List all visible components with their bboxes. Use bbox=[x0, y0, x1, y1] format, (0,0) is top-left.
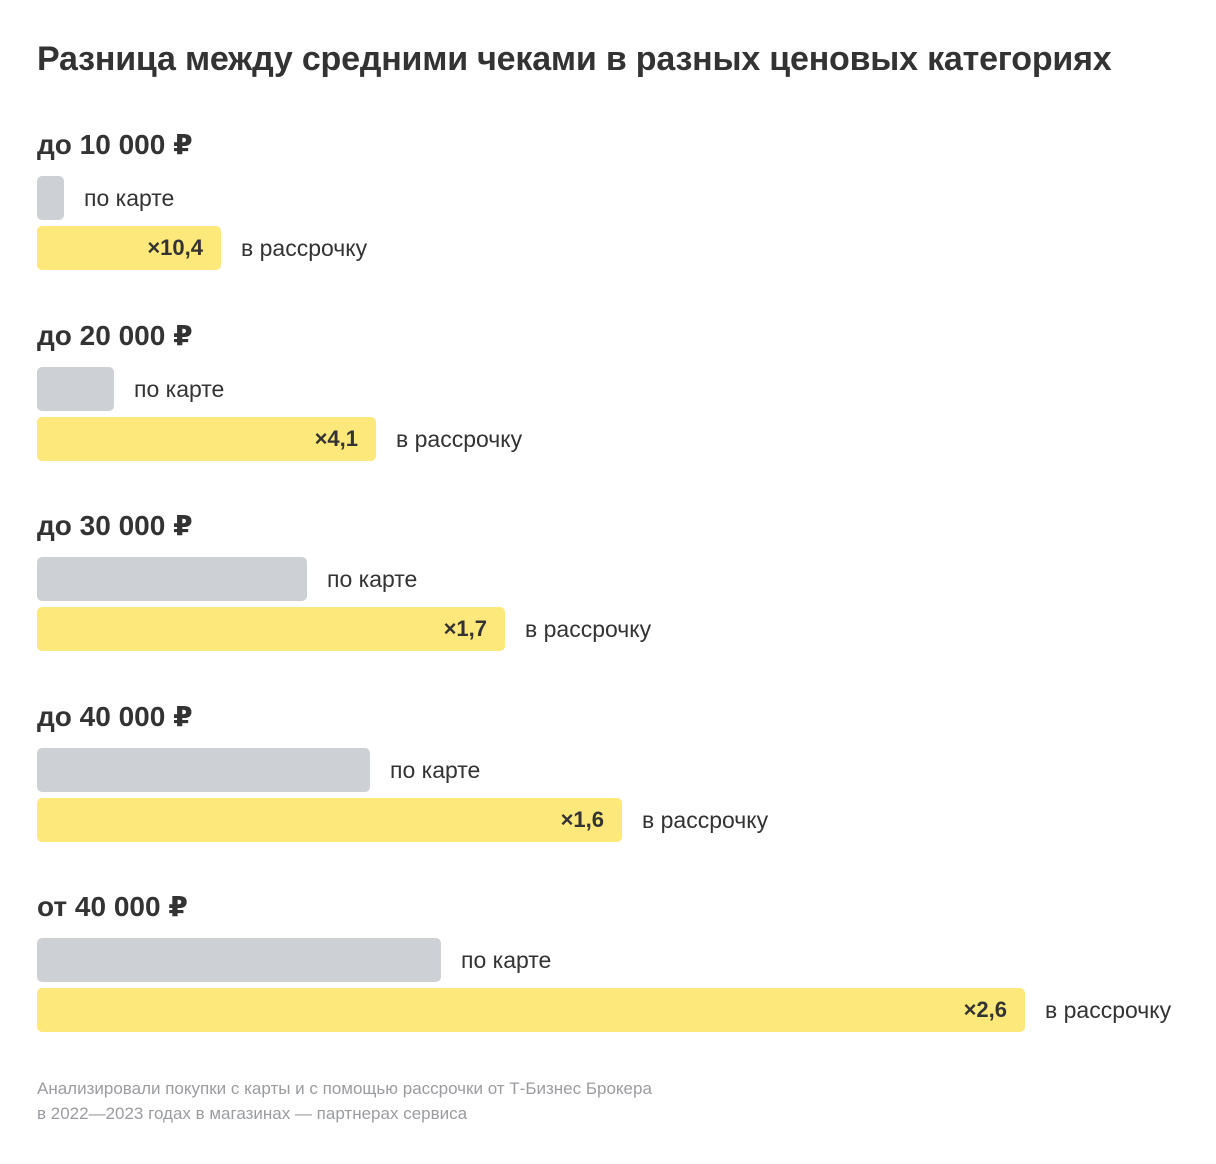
series-label-installment: в рассрочку bbox=[642, 806, 769, 833]
chart-title: Разница между средними чеками в разных ц… bbox=[37, 40, 1112, 78]
bar-installment: ×10,4 bbox=[37, 226, 221, 270]
series-label-card: по карте bbox=[461, 947, 552, 973]
bar-installment: ×1,6 bbox=[37, 797, 622, 842]
series-label-installment: в рассрочку bbox=[525, 616, 652, 642]
category-label: до 40 000 ₽ bbox=[37, 700, 193, 732]
footnote: Анализировали покупки с карты и с помощь… bbox=[37, 1076, 652, 1126]
series-label-card: по карте bbox=[327, 566, 418, 592]
bar-card bbox=[37, 938, 441, 982]
category-label: от 40 000 ₽ bbox=[37, 891, 188, 922]
series-label-installment: в рассрочку bbox=[241, 235, 368, 261]
footnote-line-2: в 2022—2023 годах в магазинах — партнера… bbox=[37, 1104, 468, 1123]
series-label-installment: в рассрочку bbox=[396, 425, 523, 452]
multiplier-label: ×10,4 bbox=[147, 235, 203, 260]
category-group: до 30 000 ₽ по карте ×1,7 в рассрочку bbox=[0, 509, 1216, 699]
footnote-line-1: Анализировали покупки с карты и с помощь… bbox=[37, 1079, 652, 1098]
category-group: от 40 000 ₽ по карте ×2,6 в рассрочку bbox=[0, 890, 1216, 1080]
bar-card bbox=[37, 557, 307, 601]
category-group: до 10 000 ₽ по карте ×10,4 в рассрочку bbox=[0, 128, 1216, 318]
bar-card bbox=[37, 366, 114, 411]
series-label-card: по карте bbox=[134, 375, 225, 402]
series-label-installment: в рассрочку bbox=[1045, 997, 1172, 1023]
category-label: до 30 000 ₽ bbox=[37, 510, 193, 541]
multiplier-label: ×2,6 bbox=[963, 997, 1007, 1022]
category-label: до 10 000 ₽ bbox=[37, 129, 193, 160]
series-label-card: по карте bbox=[84, 185, 175, 211]
multiplier-label: ×1,7 bbox=[443, 616, 487, 641]
bar-installment: ×4,1 bbox=[37, 416, 376, 461]
category-group: до 40 000 ₽ по карте ×1,6 в рассрочку bbox=[0, 700, 1216, 890]
series-label-card: по карте bbox=[390, 756, 481, 783]
bar-installment: ×1,7 bbox=[37, 607, 505, 651]
bar-card bbox=[37, 176, 64, 220]
category-group: до 20 000 ₽ по карте ×4,1 в рассрочку bbox=[0, 319, 1216, 509]
multiplier-label: ×4,1 bbox=[314, 425, 358, 451]
bar-card bbox=[37, 747, 370, 792]
category-label: до 20 000 ₽ bbox=[37, 319, 193, 351]
multiplier-label: ×1,6 bbox=[560, 806, 604, 832]
bar-installment: ×2,6 bbox=[37, 988, 1025, 1032]
